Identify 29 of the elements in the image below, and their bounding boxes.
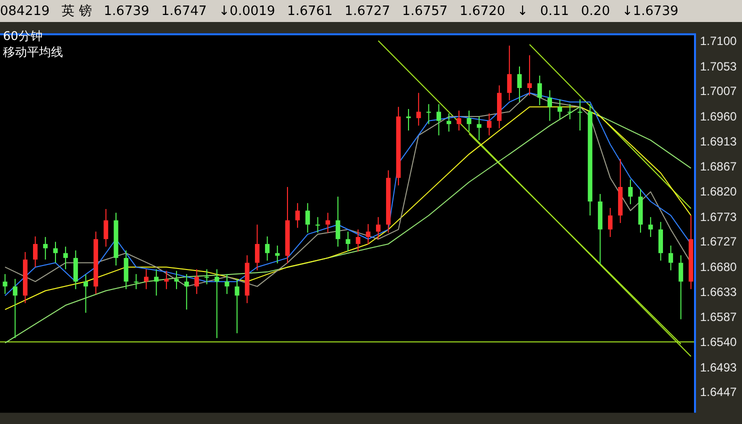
y-tick-label: 1.6867 xyxy=(700,159,738,174)
text: ↓ xyxy=(517,4,528,18)
text: 0.20 xyxy=(581,4,610,18)
text: 英 镑 xyxy=(62,3,92,20)
y-tick-label: 1.6493 xyxy=(700,360,738,374)
text: ↓0.0019 xyxy=(218,4,276,18)
text: 1.6727 xyxy=(344,4,390,18)
text: 084219 xyxy=(0,4,50,18)
y-tick-label: 1.7007 xyxy=(700,84,738,98)
y-tick-label: 1.7100 xyxy=(700,34,738,48)
y-tick-label: 1.6727 xyxy=(700,234,738,249)
y-tick-label: 1.6633 xyxy=(700,285,738,300)
text: ↓1.6739 xyxy=(622,4,678,18)
text: 1.6747 xyxy=(161,4,207,18)
y-tick-label: 1.6913 xyxy=(700,134,738,149)
y-tick-label: 1.6773 xyxy=(700,210,738,224)
text: 1.6757 xyxy=(402,4,448,18)
y-tick-label: 1.6680 xyxy=(700,260,738,274)
text: 移动平均线 xyxy=(3,44,63,60)
text: 1.6739 xyxy=(104,4,150,18)
y-tick-label: 1.6820 xyxy=(700,184,738,199)
y-tick-label: 1.7053 xyxy=(700,59,738,74)
text: 1.6720 xyxy=(460,4,506,18)
y-tick-label: 1.6540 xyxy=(700,335,738,350)
y-tick-label: 1.6960 xyxy=(700,109,738,124)
y-tick-label: 1.6587 xyxy=(700,310,738,324)
y-tick-label: 1.6447 xyxy=(700,385,738,400)
text: 1.6761 xyxy=(287,4,333,18)
text: 0.11 xyxy=(540,4,570,18)
